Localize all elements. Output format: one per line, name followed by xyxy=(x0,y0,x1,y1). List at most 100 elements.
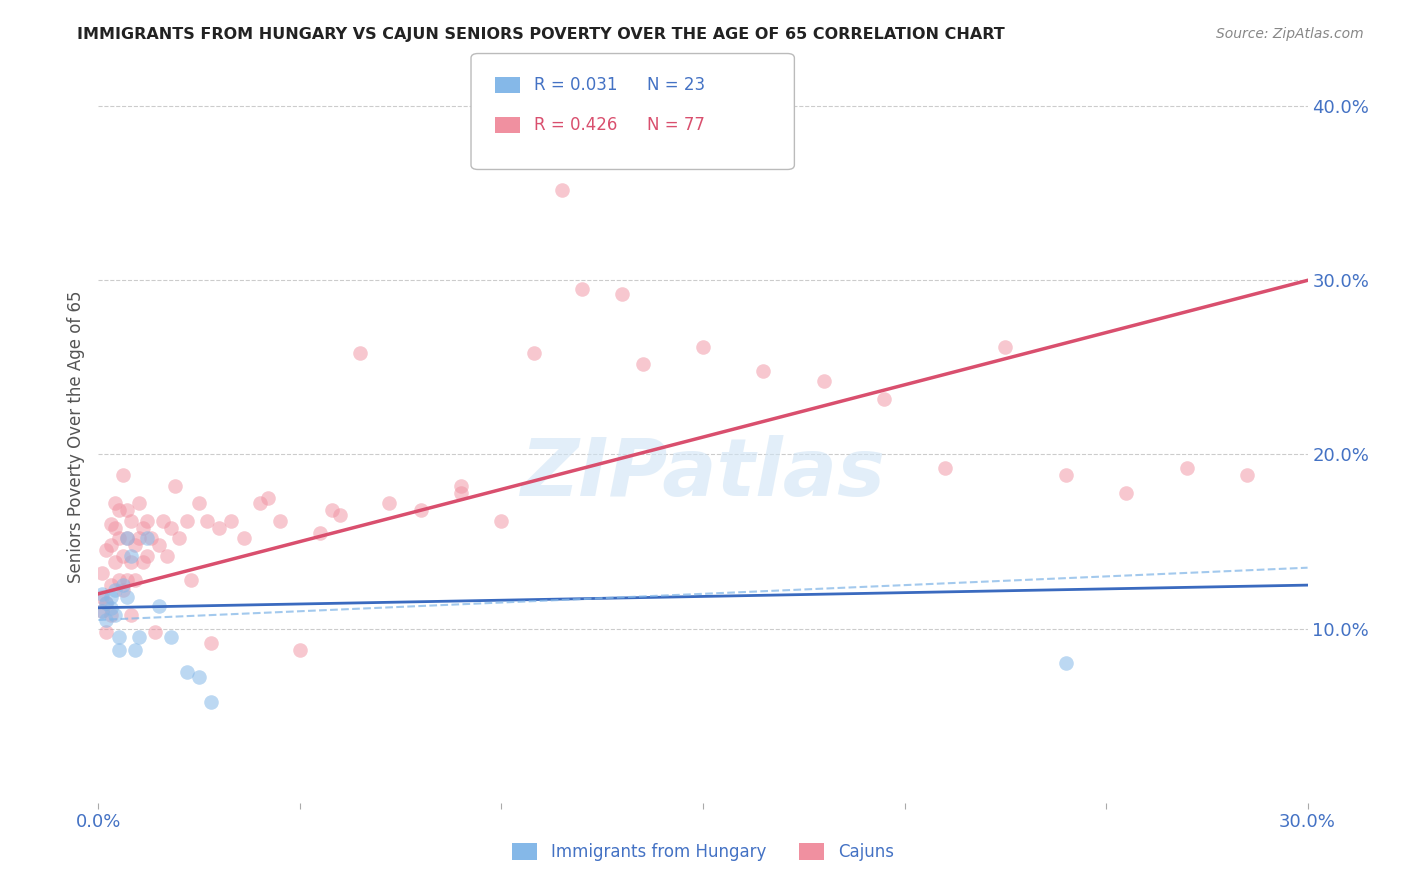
Point xyxy=(100,517,122,532)
Point xyxy=(1054,657,1077,671)
Point xyxy=(96,613,118,627)
Point xyxy=(115,591,138,605)
Point xyxy=(491,514,513,528)
Legend: Immigrants from Hungary, Cajuns: Immigrants from Hungary, Cajuns xyxy=(506,836,900,868)
Point xyxy=(128,531,150,545)
Point xyxy=(148,538,170,552)
Point xyxy=(167,531,190,545)
Point xyxy=(571,282,593,296)
Point xyxy=(232,531,254,545)
Point xyxy=(1236,468,1258,483)
Point xyxy=(163,479,186,493)
Text: N = 77: N = 77 xyxy=(647,116,704,134)
Text: N = 23: N = 23 xyxy=(647,76,704,94)
Point xyxy=(96,595,118,609)
Point xyxy=(752,364,775,378)
Point xyxy=(160,631,183,645)
Point xyxy=(103,521,125,535)
Point xyxy=(100,538,122,552)
Point xyxy=(188,670,211,684)
Point xyxy=(120,607,142,622)
Text: IMMIGRANTS FROM HUNGARY VS CAJUN SENIORS POVERTY OVER THE AGE OF 65 CORRELATION : IMMIGRANTS FROM HUNGARY VS CAJUN SENIORS… xyxy=(77,27,1005,42)
Point xyxy=(107,503,129,517)
Point xyxy=(288,642,311,657)
Point xyxy=(176,665,198,680)
Point xyxy=(111,583,134,598)
Point xyxy=(120,549,142,563)
Point xyxy=(100,578,122,592)
Point xyxy=(200,635,222,649)
Y-axis label: Seniors Poverty Over the Age of 65: Seniors Poverty Over the Age of 65 xyxy=(66,291,84,583)
Point xyxy=(120,556,142,570)
Point xyxy=(135,531,157,545)
Point xyxy=(156,549,179,563)
Point xyxy=(107,531,129,545)
Point xyxy=(115,531,138,545)
Point xyxy=(96,625,118,640)
Text: Source: ZipAtlas.com: Source: ZipAtlas.com xyxy=(1216,27,1364,41)
Point xyxy=(143,625,166,640)
Point xyxy=(813,375,835,389)
Point xyxy=(180,573,202,587)
Point xyxy=(377,496,399,510)
Point xyxy=(208,521,231,535)
Text: ZIPatlas: ZIPatlas xyxy=(520,434,886,513)
Point xyxy=(91,591,114,605)
Point xyxy=(409,503,432,517)
Point xyxy=(91,587,114,601)
Point xyxy=(873,392,896,406)
Point xyxy=(124,538,146,552)
Point xyxy=(132,556,155,570)
Point xyxy=(450,485,472,500)
Point xyxy=(152,514,174,528)
Point xyxy=(692,339,714,353)
Point xyxy=(221,514,243,528)
Point xyxy=(195,514,218,528)
Point xyxy=(176,514,198,528)
Point xyxy=(1115,485,1137,500)
Point xyxy=(160,521,183,535)
Point xyxy=(100,591,122,605)
Point xyxy=(200,695,222,709)
Point xyxy=(111,578,134,592)
Point xyxy=(523,346,546,360)
Point xyxy=(309,525,332,540)
Point xyxy=(1054,468,1077,483)
Point xyxy=(103,583,125,598)
Point xyxy=(249,496,271,510)
Point xyxy=(107,642,129,657)
Point xyxy=(256,491,278,505)
Point xyxy=(103,496,125,510)
Point xyxy=(124,642,146,657)
Point xyxy=(128,631,150,645)
Point xyxy=(103,556,125,570)
Point xyxy=(188,496,211,510)
Point xyxy=(100,600,122,615)
Point xyxy=(612,287,634,301)
Point xyxy=(115,573,138,587)
Point xyxy=(91,604,114,618)
Point xyxy=(103,607,125,622)
Point xyxy=(91,604,114,618)
Point xyxy=(107,631,129,645)
Point xyxy=(1175,461,1198,475)
Point xyxy=(96,595,118,609)
Point xyxy=(139,531,162,545)
Point xyxy=(450,479,472,493)
Point xyxy=(115,503,138,517)
Point xyxy=(115,531,138,545)
Point xyxy=(111,468,134,483)
Point xyxy=(135,514,157,528)
Point xyxy=(329,508,352,523)
Point xyxy=(349,346,371,360)
Point xyxy=(100,607,122,622)
Text: R = 0.426: R = 0.426 xyxy=(534,116,617,134)
Point xyxy=(321,503,343,517)
Point xyxy=(120,514,142,528)
Point xyxy=(934,461,956,475)
Point xyxy=(631,357,654,371)
Point xyxy=(96,543,118,558)
Point xyxy=(128,496,150,510)
Point xyxy=(269,514,291,528)
Point xyxy=(124,573,146,587)
